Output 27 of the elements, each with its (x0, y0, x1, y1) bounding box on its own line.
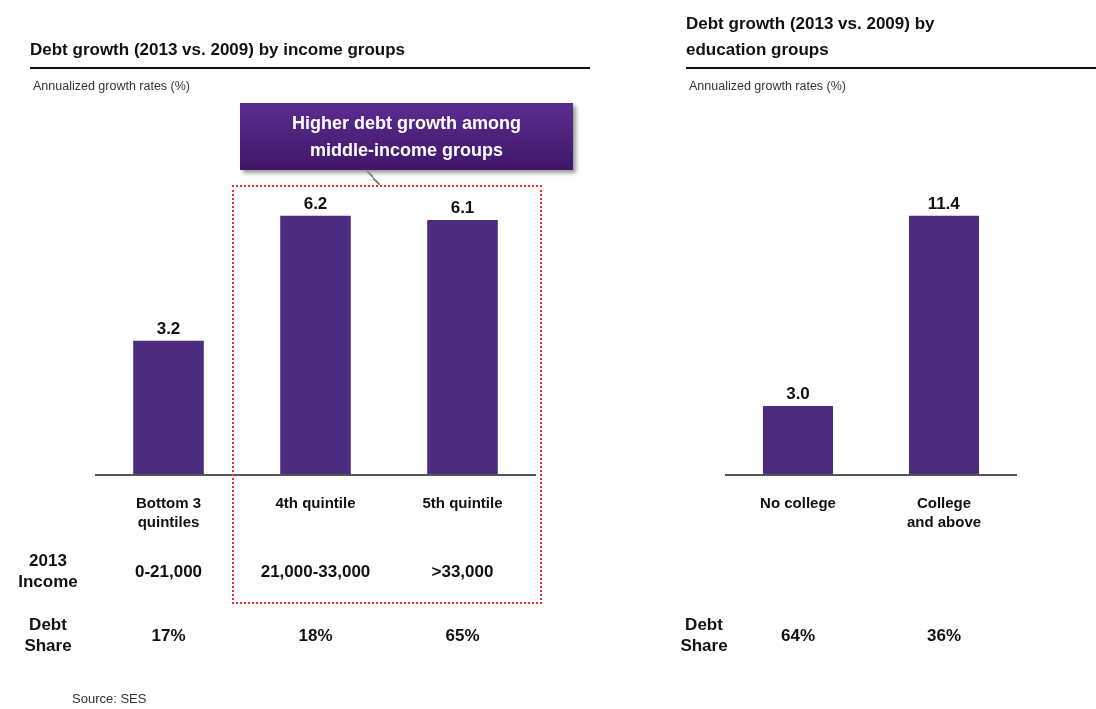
text: Debt Share (23, 614, 73, 656)
text: 17% (150, 625, 187, 646)
data-label: 3.2 (156, 318, 181, 338)
text: 65% (444, 625, 481, 646)
data-label: 6.2 (303, 193, 328, 213)
text: Higher debt growth among middle-income groups (240, 103, 573, 170)
chart-title: Debt growth (2013 vs. 2009) by income groups (30, 39, 407, 61)
data-label: 3.0 (786, 384, 810, 404)
chart-title: Debt growth (2013 vs. 2009) by education groups (686, 13, 936, 61)
source-note: Source: SES (72, 691, 147, 706)
x-tick-label: 4th quintile (275, 493, 356, 511)
text: 36% (926, 625, 962, 646)
text: 21,000-33,000 (259, 561, 372, 582)
text: 2013 Income (17, 550, 79, 592)
chart-subtitle: Annualized growth rates (%) (689, 79, 847, 93)
x-tick-label: 5th quintile (422, 493, 503, 511)
text: 64% (780, 625, 816, 646)
text: 18% (297, 625, 334, 646)
text: >33,000 (430, 561, 495, 582)
text: 0-21,000 (133, 561, 204, 582)
text: Debt Share (679, 614, 729, 656)
chart-subtitle: Annualized growth rates (%) (33, 79, 191, 93)
data-label: 11.4 (927, 193, 961, 213)
x-tick-label: College and above (906, 493, 982, 530)
data-label: 6.1 (450, 197, 475, 217)
x-tick-label: Bottom 3 quintiles (136, 493, 201, 530)
x-tick-label: No college (760, 493, 836, 511)
